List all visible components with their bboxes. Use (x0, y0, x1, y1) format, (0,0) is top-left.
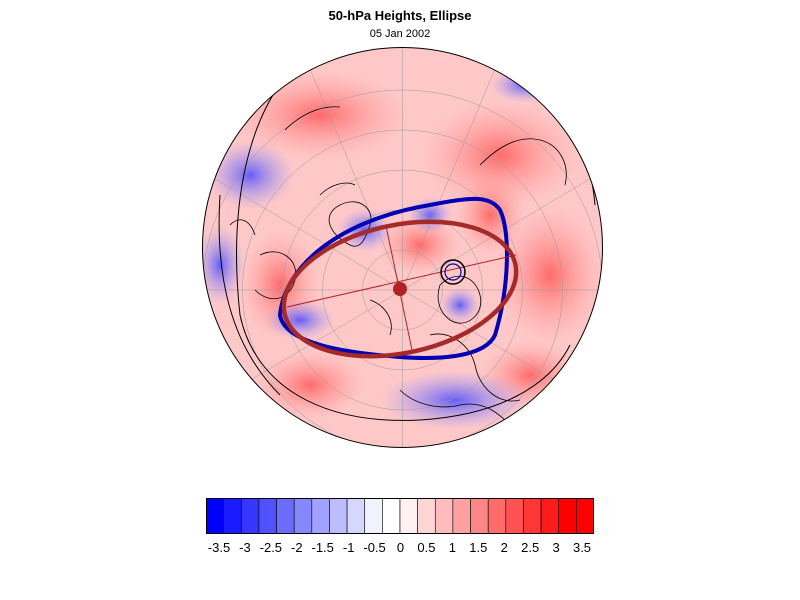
colorbar-tick-label: 2 (500, 540, 508, 555)
colorbar-swatch (505, 497, 524, 535)
chart-title: 50-hPa Heights, Ellipse (328, 8, 472, 23)
vortex-marker-inner (444, 263, 462, 281)
colorbar-tick-label: -1 (342, 540, 355, 555)
colorbar-tick-label: 0.5 (417, 540, 436, 555)
colorbar (205, 497, 595, 535)
chart-date: 05 Jan 2002 (369, 28, 431, 40)
colorbar-labels: -3.5 -3 -2.5 -2 -1.5 -1 -0.5 0 0.5 1 1.5 2 2.5 3 3.5 (0, 540, 800, 560)
colorbar-swatch (434, 497, 454, 535)
polar-map (200, 45, 605, 450)
colorbar-swatch (540, 497, 560, 535)
colorbar-tick-label: 3.5 (572, 540, 592, 555)
colorbar-tick-label: -1.5 (311, 540, 334, 555)
polar-map-svg (202, 47, 603, 448)
colorbar-svg (205, 497, 595, 535)
centroid-dot (393, 282, 407, 296)
colorbar-tick-label: -2 (291, 540, 303, 555)
colorbar-tick-label: 2.5 (521, 540, 540, 555)
globe-outline (202, 47, 603, 448)
colorbar-tick-label: 0 (396, 540, 405, 555)
vortex-marker (440, 259, 466, 285)
colorbar-swatch (523, 497, 542, 535)
colorbar-outline (206, 498, 594, 534)
colorbar-swatch (311, 497, 330, 535)
colorbar-swatch (399, 497, 418, 535)
colorbar-tick-label: -2.5 (259, 540, 283, 555)
colorbar-swatch (205, 497, 224, 535)
colorbar-swatch (346, 497, 366, 535)
colorbar-swatch (487, 497, 507, 535)
ellipse-axis (286, 254, 517, 308)
colorbar-swatch (452, 497, 471, 535)
red-ellipse (281, 219, 519, 359)
colorbar-swatch (276, 497, 295, 535)
colorbar-tick-label: -0.5 (363, 540, 386, 555)
colorbar-swatch (382, 497, 401, 535)
colorbar-swatch (258, 497, 277, 535)
colorbar-swatch (417, 497, 436, 535)
colorbar-swatch (293, 497, 313, 535)
colorbar-tick-label: 1.5 (469, 540, 488, 555)
colorbar-tick-label: 3 (552, 540, 560, 555)
colorbar-swatch (240, 497, 260, 535)
colorbar-swatch (558, 497, 577, 535)
colorbar-tick-label: -3 (239, 540, 251, 555)
colorbar-swatch (364, 497, 383, 535)
colorbar-swatch (223, 497, 242, 535)
colorbar-tick-label: -3.5 (207, 540, 231, 555)
colorbar-tick-label: 1 (448, 540, 456, 555)
anomaly-field (202, 47, 603, 448)
colorbar-swatch (576, 497, 595, 535)
colorbar-swatch (329, 497, 348, 535)
colorbar-swatch (470, 497, 489, 535)
